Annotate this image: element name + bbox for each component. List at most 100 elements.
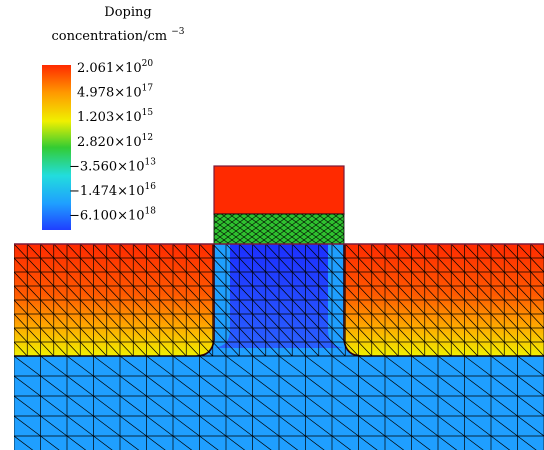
- legend-label-exponent: 16: [145, 182, 157, 192]
- mesh-diagonal: [490, 327, 505, 343]
- mesh-diagonal: [464, 271, 479, 287]
- mesh-diagonal: [517, 299, 532, 315]
- mesh-diagonal: [344, 313, 359, 329]
- mesh-diagonal: [146, 299, 161, 315]
- mesh-diagonal: [225, 341, 240, 357]
- legend-label-mantissa: 1.203×10: [77, 110, 142, 125]
- mesh-diagonal: [424, 341, 439, 357]
- mesh-diagonal: [305, 415, 333, 437]
- mesh-diagonal: [199, 355, 227, 377]
- mesh-diagonal: [66, 395, 94, 417]
- mesh-diagonal: [172, 341, 187, 357]
- mesh-diagonal: [384, 327, 399, 343]
- mesh-diagonal: [490, 244, 505, 259]
- legend-label-2: 1.203×1015: [77, 108, 153, 125]
- mesh-diagonal: [172, 375, 200, 397]
- mesh-diagonal: [530, 271, 544, 287]
- mesh-diagonal: [53, 299, 68, 315]
- mesh-diagonal: [119, 313, 134, 329]
- mesh-diagonal: [358, 375, 386, 397]
- mesh-diagonal: [464, 415, 492, 437]
- mesh-diagonal: [490, 341, 505, 357]
- mesh-diagonal: [14, 244, 28, 259]
- mesh-diagonal: [503, 341, 518, 357]
- mesh-diagonal: [26, 327, 41, 343]
- mesh-diagonal: [437, 285, 452, 301]
- mesh-diagonal: [146, 257, 161, 273]
- mesh-diagonal: [26, 313, 41, 329]
- mesh-diagonal: [411, 257, 426, 273]
- mesh-diagonal: [14, 435, 34, 450]
- mesh-diagonal: [424, 257, 439, 273]
- mesh-diagonal: [79, 257, 94, 273]
- mesh-diagonal: [437, 341, 452, 357]
- mesh-diagonal: [172, 299, 187, 315]
- mesh-diagonal: [93, 299, 108, 315]
- mesh-diagonal: [278, 341, 293, 357]
- mesh-diagonal: [490, 415, 518, 437]
- mesh-diagonal: [185, 313, 200, 329]
- mesh-diagonal: [358, 327, 373, 343]
- mesh-diagonal: [146, 395, 174, 417]
- mesh-diagonal: [252, 341, 267, 357]
- legend-label-exponent: 18: [145, 207, 157, 217]
- mesh-diagonal: [159, 244, 174, 259]
- mesh-diagonal: [66, 271, 81, 287]
- mesh-diagonal: [199, 244, 214, 259]
- mesh-diagonal: [238, 285, 253, 301]
- mesh-diagonal: [26, 285, 41, 301]
- mesh-diagonal: [464, 355, 492, 377]
- mesh-diagonal: [411, 271, 426, 287]
- mesh-diagonal: [14, 327, 28, 343]
- mesh-diagonal: [53, 313, 68, 329]
- mesh-diagonal: [93, 313, 108, 329]
- mesh-diagonal: [106, 271, 121, 287]
- mesh-diagonal: [517, 313, 532, 329]
- mesh-diagonal: [66, 341, 81, 357]
- mesh-diagonal: [106, 299, 121, 315]
- mesh-diagonal: [331, 257, 346, 273]
- mesh-diagonal: [517, 415, 544, 437]
- mesh-diagonal: [411, 435, 431, 450]
- legend: Doping concentration/cm −3 2.061×1020 4.9…: [42, 5, 185, 230]
- mesh-diagonal: [119, 355, 147, 377]
- legend-label-5: −1.474×1016: [69, 182, 156, 199]
- mesh-diagonal: [252, 327, 267, 343]
- mesh-diagonal: [40, 257, 55, 273]
- gate-mesh-lines: [214, 214, 344, 244]
- mesh-diagonal: [26, 244, 41, 259]
- mesh-diagonal: [278, 327, 293, 343]
- mesh-diagonal: [331, 395, 359, 417]
- mesh-diagonal: [119, 341, 134, 357]
- mesh-diagonal: [517, 355, 544, 377]
- mesh-diagonal: [132, 271, 147, 287]
- mesh-diagonal: [503, 244, 518, 259]
- mesh-diagonal: [93, 435, 113, 450]
- mesh-diagonal: [291, 313, 306, 329]
- mesh-diagonal: [172, 355, 200, 377]
- mesh-diagonal: [424, 271, 439, 287]
- mesh-diagonal: [66, 355, 94, 377]
- mesh-diagonal: [93, 271, 108, 287]
- mesh-diagonal: [14, 257, 28, 273]
- mesh-diagonal: [371, 341, 386, 357]
- mesh-diagonal: [490, 375, 518, 397]
- mesh-diagonal: [318, 257, 333, 273]
- mesh-diagonal: [40, 341, 55, 357]
- mesh-diagonal: [305, 435, 325, 450]
- mesh-diagonal: [278, 415, 306, 437]
- mesh-diagonal: [172, 244, 187, 259]
- mesh-diagonal: [318, 285, 333, 301]
- mesh-diagonal: [14, 341, 28, 357]
- mesh-diagonal: [424, 299, 439, 315]
- mesh-diagonal: [93, 375, 121, 397]
- mesh-diagonal: [252, 415, 280, 437]
- mesh-diagonal: [185, 257, 200, 273]
- mesh-diagonal: [411, 355, 439, 377]
- mesh-diagonal: [66, 313, 81, 329]
- mesh-diagonal: [119, 327, 134, 343]
- mesh-diagonal: [53, 341, 68, 357]
- mesh-diagonal: [159, 285, 174, 301]
- mesh-diagonal: [252, 285, 267, 301]
